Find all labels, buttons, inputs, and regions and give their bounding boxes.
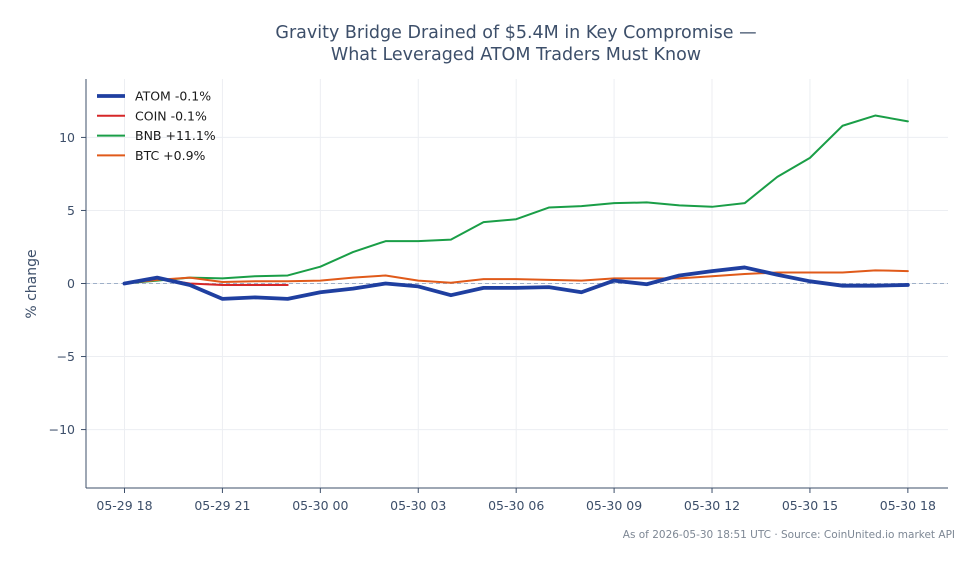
- x-tick-label: 05-29 21: [194, 498, 250, 513]
- footnote: As of 2026-05-30 18:51 UTC · Source: Coi…: [623, 529, 955, 541]
- legend-label: BTC +0.9%: [135, 148, 206, 163]
- y-axis-ticks: −10 −5 0 5 10: [49, 130, 86, 437]
- series-line-btc: [123, 269, 909, 285]
- y-tick-label: −10: [49, 422, 75, 437]
- y-tick-label: 0: [67, 276, 75, 291]
- x-tick-label: 05-29 18: [96, 498, 152, 513]
- legend: ATOM -0.1% COIN -0.1% BNB +11.1% BTC +0.9%: [97, 89, 216, 163]
- y-tick-label: 10: [59, 130, 75, 145]
- x-tick-label: 05-30 15: [782, 498, 838, 513]
- x-tick-label: 05-30 03: [390, 498, 446, 513]
- legend-label: BNB +11.1%: [135, 128, 216, 143]
- x-tick-label: 05-30 18: [880, 498, 936, 513]
- x-tick-label: 05-30 12: [684, 498, 740, 513]
- chart-title-line2: What Leveraged ATOM Traders Must Know: [331, 45, 701, 65]
- y-tick-label: 5: [67, 203, 75, 218]
- x-tick-label: 05-30 00: [292, 498, 348, 513]
- chart-title-line1: Gravity Bridge Drained of $5.4M in Key C…: [275, 23, 756, 43]
- series-lines: [122, 114, 910, 301]
- legend-label: COIN -0.1%: [135, 108, 207, 123]
- series-line-atom: [122, 265, 910, 301]
- series-line-bnb: [123, 114, 909, 285]
- x-tick-label: 05-30 06: [488, 498, 544, 513]
- x-tick-label: 05-30 09: [586, 498, 642, 513]
- plot-area: 05-29 18 05-29 21 05-30 00 05-30 03 05-30 06…: [49, 79, 948, 513]
- y-tick-label: −5: [57, 349, 75, 364]
- legend-label: ATOM -0.1%: [135, 89, 211, 104]
- x-axis-ticks: 05-29 18 05-29 21 05-30 00 05-30 03 05-30 06…: [96, 488, 936, 513]
- y-axis-label: % change: [24, 249, 40, 318]
